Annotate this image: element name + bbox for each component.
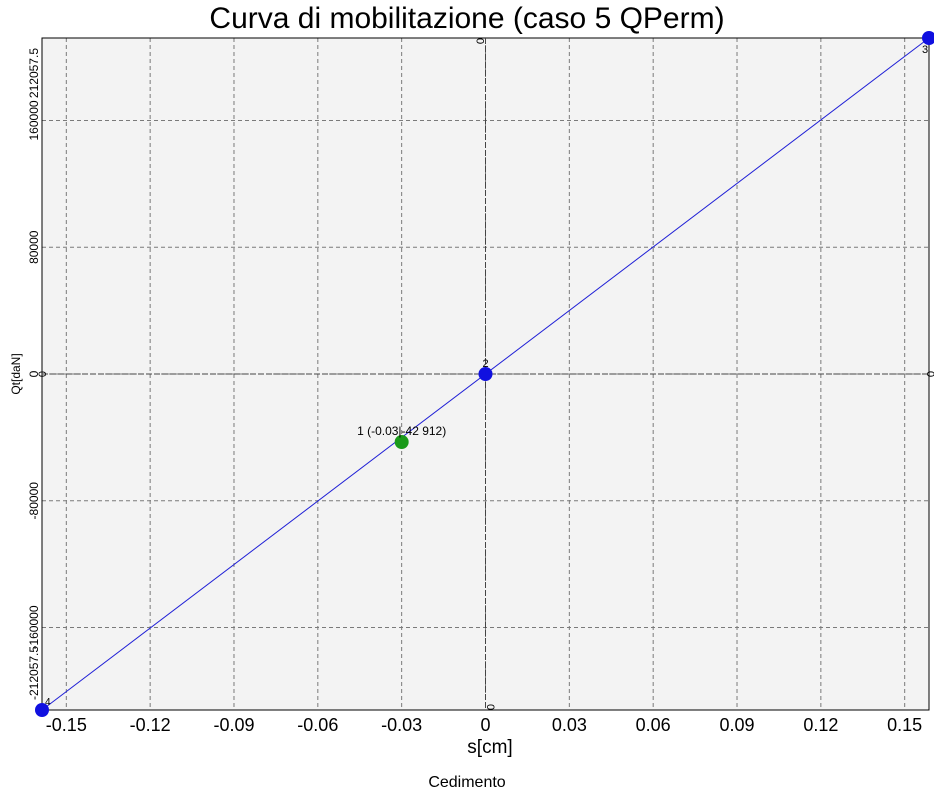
data-point-label: 2 [482, 358, 488, 370]
data-point [478, 367, 493, 381]
zero-marker: 0 [474, 38, 486, 44]
data-point-label: 3 [922, 44, 928, 56]
zero-markers: 0 0 0 0 [37, 38, 934, 710]
x-tick-label: -0.15 [46, 715, 87, 735]
y-axis-label: Qt[daN] [9, 353, 23, 394]
y-tick-label: -160000 [27, 605, 41, 649]
x-tick-label: 0 [480, 715, 490, 735]
x-tick-label: -0.03 [381, 715, 422, 735]
zero-marker: 0 [924, 371, 934, 377]
data-point [35, 703, 49, 717]
x-tick-label: 0.15 [887, 715, 922, 735]
y-tick-labels: -212057.5-160000 -80000 0 80000 160000 212057… [27, 48, 41, 700]
x-tick-label: 0.03 [552, 715, 587, 735]
y-tick-label: 212057.5 [27, 48, 41, 98]
data-point-label: 1 (-0.03|-42 912) [357, 424, 446, 438]
x-tick-label: -0.09 [213, 715, 254, 735]
data-point [922, 31, 934, 45]
y-tick-label: -80000 [27, 482, 41, 520]
data-point [394, 434, 409, 449]
y-tick-label: 160000 [27, 100, 41, 140]
x-axis-label: s[cm] [467, 737, 512, 758]
zero-marker: 0 [486, 704, 498, 710]
x-tick-label: 0.06 [636, 715, 671, 735]
x-tick-label: 0.12 [803, 715, 838, 735]
data-point-label: 4 [45, 697, 51, 708]
x-tick-labels: -0.15 -0.12 -0.09 -0.06 -0.03 0 0.03 0.06 0.09 0.… [46, 715, 922, 735]
y-tick-label: -212057.5 [27, 646, 41, 700]
zero-marker: 0 [37, 371, 49, 377]
y-tick-label: 0 [27, 370, 41, 377]
chart-title: Curva di mobilitazione (caso 5 QPerm) [209, 2, 725, 35]
data-points: 4 1 (-0.03|-42 912) 2 3 [35, 31, 934, 717]
x-tick-label: 0.09 [719, 715, 754, 735]
chart-caption: Cedimento [428, 774, 506, 791]
x-tick-label: -0.12 [130, 715, 171, 735]
y-tick-label: 80000 [27, 230, 41, 264]
x-tick-label: -0.06 [297, 715, 338, 735]
